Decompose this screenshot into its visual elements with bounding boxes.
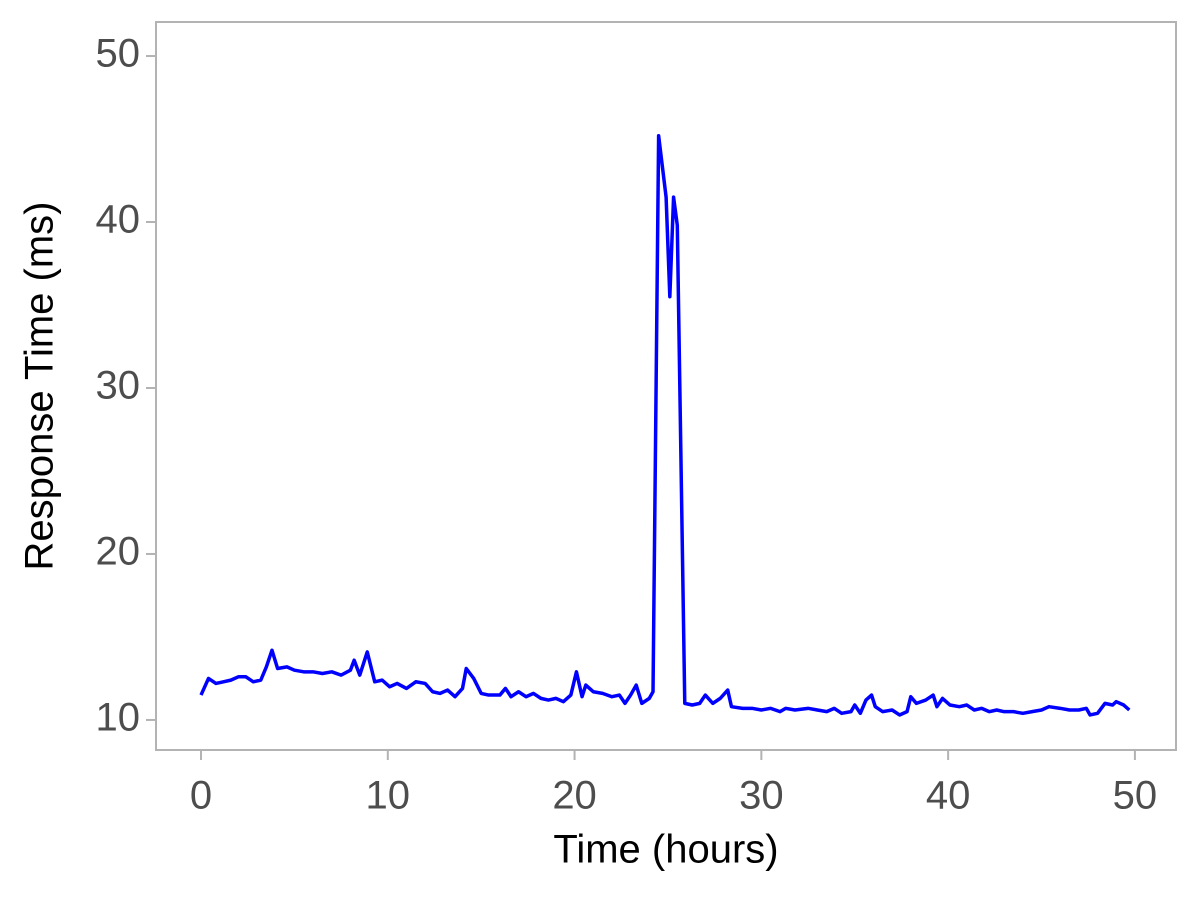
x-tick-label: 50	[1113, 774, 1158, 818]
plot-panel	[155, 21, 1177, 751]
y-tick-label: 50	[96, 32, 141, 76]
y-tick-label: 40	[96, 198, 141, 242]
x-axis-title: Time (hours)	[553, 828, 778, 872]
x-tick-label: 40	[926, 774, 971, 818]
y-tick-label: 20	[96, 530, 141, 574]
data-line	[199, 133, 1131, 717]
y-tick-label: 30	[96, 364, 141, 408]
x-tick-label: 0	[190, 774, 212, 818]
y-axis-title: Response Time (ms)	[18, 202, 62, 571]
x-tick-label: 10	[366, 774, 411, 818]
y-tick-label: 10	[96, 696, 141, 740]
x-tick-label: 20	[552, 774, 597, 818]
x-tick-label: 30	[739, 774, 784, 818]
